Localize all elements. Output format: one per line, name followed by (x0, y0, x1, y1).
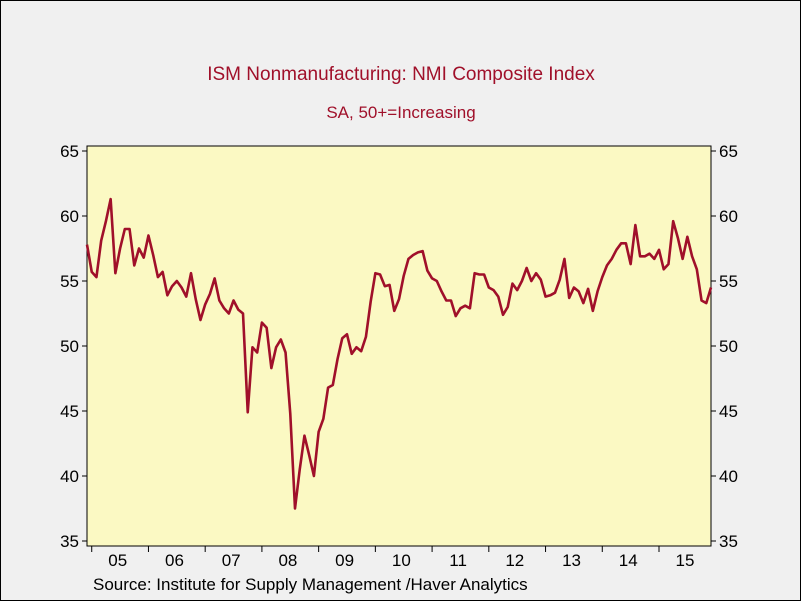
y-tick-label-right: 40 (719, 467, 738, 486)
x-tick-label: 13 (562, 551, 581, 570)
chart-title: ISM Nonmanufacturing: NMI Composite Inde… (207, 64, 595, 85)
x-tick-label: 11 (449, 551, 467, 570)
y-tick-label-left: 55 (60, 272, 79, 291)
x-tick-label: 09 (335, 551, 354, 570)
series-line-nmi-composite (85, 197, 713, 510)
y-tick-label-left: 50 (60, 337, 79, 356)
chart-subtitle: SA, 50+=Increasing (326, 103, 475, 122)
x-tick-label: 10 (392, 551, 411, 570)
y-tick-label-right: 60 (719, 207, 738, 226)
y-tick-label-right: 35 (719, 532, 738, 551)
x-tick-label: 06 (165, 551, 184, 570)
x-tick-label: 12 (505, 551, 524, 570)
y-tick-label-left: 60 (60, 207, 79, 226)
x-tick-label: 05 (108, 551, 127, 570)
y-tick-label-right: 50 (719, 337, 738, 356)
y-tick-label-left: 65 (60, 142, 79, 161)
y-tick-label-left: 35 (60, 532, 79, 551)
source-note: Source: Institute for Supply Management … (93, 575, 528, 594)
x-tick-label: 14 (619, 551, 638, 570)
x-axis: 05 06 07 08 09 10 11 12 13 14 15 (91, 546, 695, 570)
y-axis-right: 35 40 45 50 55 60 65 (711, 142, 738, 551)
x-tick-label: 08 (278, 551, 297, 570)
x-tick-label: 15 (676, 551, 695, 570)
y-tick-label-left: 40 (60, 467, 79, 486)
x-tick-label: 07 (222, 551, 241, 570)
plot-area (86, 145, 712, 547)
y-tick-label-right: 65 (719, 142, 738, 161)
y-tick-label-right: 55 (719, 272, 738, 291)
y-axis-left: 35 40 45 50 55 60 65 (60, 142, 87, 551)
y-tick-label-left: 45 (60, 402, 79, 421)
y-tick-label-right: 45 (719, 402, 738, 421)
